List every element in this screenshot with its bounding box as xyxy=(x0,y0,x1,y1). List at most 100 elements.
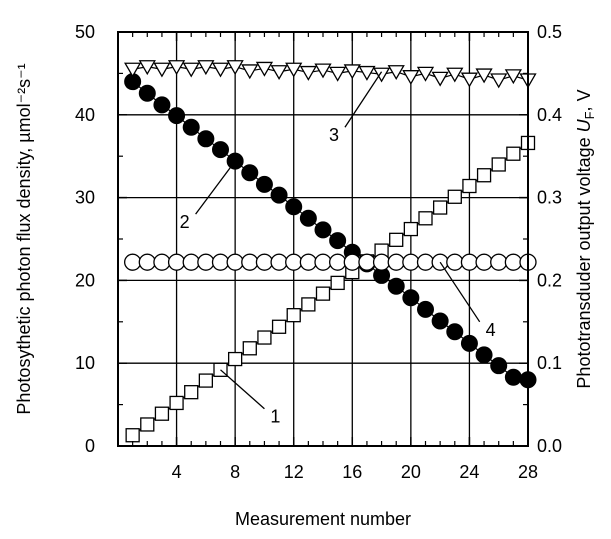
data-point-square xyxy=(447,189,462,204)
y-left-tick-label: 0 xyxy=(85,436,95,456)
data-point-filled-circle xyxy=(212,141,229,159)
series-2 xyxy=(124,73,537,389)
data-point-open-circle xyxy=(504,253,523,271)
y-left-tick-label: 10 xyxy=(75,353,95,373)
data-point-triangle xyxy=(475,68,493,84)
data-point-square xyxy=(169,395,184,411)
data-point-triangle xyxy=(490,73,508,89)
data-point-square xyxy=(271,319,287,334)
data-point-open-circle xyxy=(475,253,493,271)
data-point-triangle xyxy=(167,60,186,76)
series-4 xyxy=(123,253,537,271)
data-point-square xyxy=(125,428,140,443)
data-point-square xyxy=(315,286,331,301)
data-point-filled-circle xyxy=(241,164,259,182)
data-point-open-circle xyxy=(358,253,376,271)
data-point-filled-circle xyxy=(431,312,449,330)
series-layer xyxy=(123,60,537,443)
data-point-filled-circle xyxy=(182,118,200,136)
data-point-square xyxy=(330,275,345,291)
plot-frame xyxy=(117,31,529,447)
data-point-filled-circle xyxy=(197,130,215,148)
data-point-triangle xyxy=(504,69,522,85)
data-point-square xyxy=(140,417,155,432)
gridlines xyxy=(118,32,528,446)
data-point-triangle xyxy=(343,64,361,80)
data-point-open-circle xyxy=(226,253,244,271)
y-right-tick-label: 0.0 xyxy=(537,436,562,456)
data-point-square xyxy=(184,385,199,400)
data-point-filled-circle xyxy=(417,300,434,318)
data-point-open-circle xyxy=(314,253,332,271)
data-point-triangle xyxy=(446,67,464,83)
y-axis-right-title: Phototransduder output voltage UF, V xyxy=(574,89,597,388)
data-point-square xyxy=(506,146,521,161)
data-point-filled-circle xyxy=(490,357,508,375)
annotations-layer: 1 2 3 4 xyxy=(180,71,496,427)
annotation-label: 4 xyxy=(486,320,496,340)
x-tick-label: 4 xyxy=(172,462,182,482)
data-point-open-circle xyxy=(402,253,420,271)
data-point-filled-circle xyxy=(446,323,464,341)
data-point-triangle xyxy=(255,61,274,77)
data-point-triangle xyxy=(402,70,420,86)
annotation-label: 3 xyxy=(329,125,339,145)
data-point-open-circle xyxy=(446,253,464,271)
data-point-filled-circle xyxy=(475,346,493,364)
data-point-triangle xyxy=(460,72,479,88)
data-point-triangle xyxy=(372,67,391,83)
data-point-filled-circle xyxy=(387,277,405,295)
y-right-tick-label: 0.2 xyxy=(537,270,562,290)
data-point-open-circle xyxy=(167,253,186,271)
x-axis-title: Measurement number xyxy=(235,509,411,529)
data-point-open-circle xyxy=(490,253,508,271)
y-axis-left-title: Photosythetic photon flux density, µmol⁻… xyxy=(14,63,34,414)
data-point-triangle xyxy=(211,62,230,78)
data-point-open-circle xyxy=(387,253,405,271)
y-axis-right-title-suffix: , V xyxy=(574,89,594,111)
tick-labels-layer: 0 0.010 0.120 0.230 0.340 0.450 0.54 8 12 16 20 24 2… xyxy=(75,22,562,482)
ticks-layer xyxy=(118,31,529,447)
annotation-leader xyxy=(220,369,265,410)
data-point-open-circle xyxy=(182,253,200,271)
data-point-triangle xyxy=(285,62,303,78)
data-point-square xyxy=(257,330,272,345)
y-left-tick-label: 50 xyxy=(75,22,95,42)
data-point-square xyxy=(389,232,404,247)
data-point-filled-circle xyxy=(153,96,171,114)
y-right-tick-label: 0.1 xyxy=(537,353,562,373)
y-right-tick-label: 0.5 xyxy=(537,22,562,42)
x-tick-label: 12 xyxy=(284,462,304,482)
data-point-open-circle xyxy=(241,253,259,271)
data-point-square xyxy=(286,308,301,323)
annotation-leader xyxy=(344,71,383,128)
data-point-square xyxy=(476,168,492,183)
data-point-open-circle xyxy=(123,253,142,271)
data-point-filled-circle xyxy=(285,198,303,216)
data-point-square xyxy=(242,341,257,356)
series-line xyxy=(132,142,529,436)
data-point-filled-circle xyxy=(402,289,420,307)
annotation-label: 2 xyxy=(180,212,190,232)
data-point-square xyxy=(301,297,316,312)
x-tick-label: 24 xyxy=(459,462,479,482)
data-point-filled-circle xyxy=(504,368,522,386)
y-axis-right-title-prefix: Phototransduder output voltage xyxy=(574,132,594,388)
data-point-open-circle xyxy=(270,253,288,271)
data-point-triangle xyxy=(197,60,215,76)
data-point-square xyxy=(227,351,243,367)
data-point-triangle xyxy=(431,71,449,87)
y-left-tick-label: 40 xyxy=(75,105,95,125)
annotation-label: 1 xyxy=(270,407,280,427)
data-point-open-circle xyxy=(299,253,318,271)
series-line xyxy=(132,66,529,81)
data-point-triangle xyxy=(416,66,435,82)
data-point-open-circle xyxy=(138,253,156,271)
data-point-filled-circle xyxy=(168,107,186,125)
data-point-triangle xyxy=(314,63,332,79)
data-point-triangle xyxy=(124,62,142,78)
data-point-triangle xyxy=(226,60,244,76)
data-point-open-circle xyxy=(416,253,435,271)
data-point-filled-circle xyxy=(138,84,156,102)
